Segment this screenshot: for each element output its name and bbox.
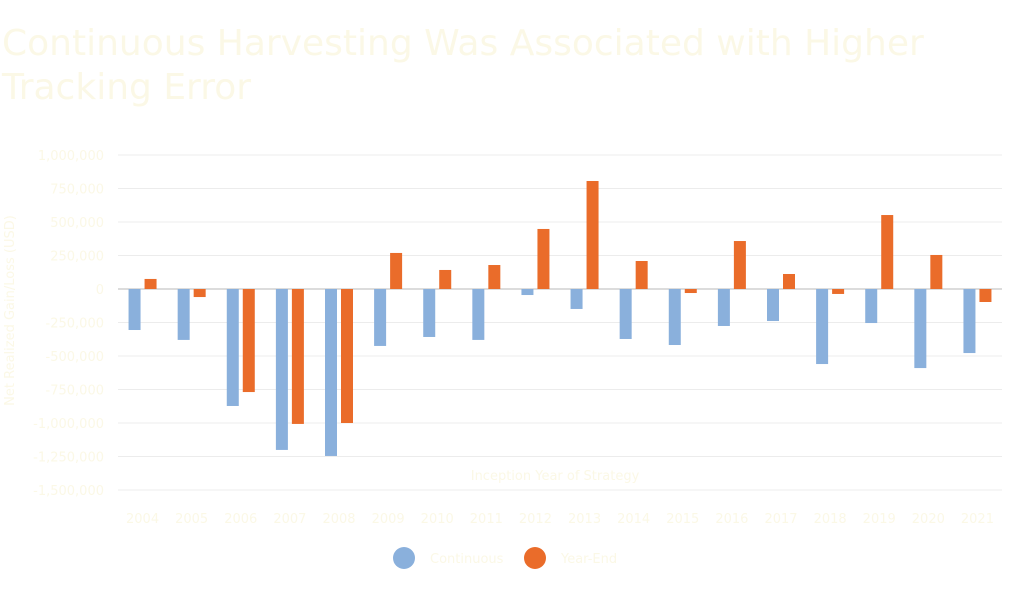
bar-year-end-2012 [537, 228, 550, 289]
legend-label: Continuous [430, 552, 504, 567]
y-tick-label: -500,000 [46, 350, 104, 365]
x-tick-label: 2019 [863, 512, 896, 527]
y-tick-label: -750,000 [46, 384, 104, 399]
x-tick-label: 2016 [715, 512, 748, 527]
x-tick-label: 2004 [126, 512, 159, 527]
bar-continuous-2009 [374, 289, 387, 346]
bar-continuous-2006 [226, 289, 239, 406]
legend-marker-continuous [393, 547, 415, 569]
x-tick-label: 2015 [666, 512, 699, 527]
bar-continuous-2011 [472, 289, 485, 340]
bar-continuous-2010 [423, 289, 436, 337]
x-tick-label: 2009 [372, 512, 405, 527]
bar-year-end-2007 [291, 289, 304, 424]
legend-marker-year-end [524, 547, 546, 569]
bar-year-end-2016 [733, 241, 746, 289]
bar-continuous-2015 [668, 289, 681, 346]
y-tick-label: -1,000,000 [33, 417, 104, 432]
x-tick-label: 2021 [961, 512, 994, 527]
bar-continuous-2008 [325, 289, 337, 456]
x-axis-title: Inception Year of Strategy [471, 469, 640, 484]
bar-continuous-2020 [914, 289, 927, 369]
legend-label: Year-End [560, 552, 617, 567]
y-tick-label: 750,000 [50, 183, 104, 198]
bar-continuous-2016 [717, 289, 730, 326]
bar-year-end-2006 [242, 289, 255, 393]
x-tick-label: 2008 [322, 512, 355, 527]
bar-year-end-2010 [439, 269, 452, 289]
x-tick-label: 2012 [519, 512, 552, 527]
x-tick-label: 2011 [470, 512, 503, 527]
bar-year-end-2020 [930, 254, 943, 289]
bar-year-end-2009 [390, 252, 403, 289]
bar-continuous-2013 [570, 289, 583, 309]
bar-year-end-2004 [144, 278, 157, 289]
y-tick-label: 0 [96, 283, 104, 298]
bar-continuous-2021 [963, 289, 976, 354]
bar-year-end-2008 [341, 289, 353, 423]
x-tick-label: 2013 [568, 512, 601, 527]
bar-year-end-2014 [635, 260, 648, 289]
x-tick-label: 2017 [764, 512, 797, 527]
y-axis-title: Net Realized Gain/Loss (USD) [3, 215, 18, 406]
x-tick-label: 2014 [617, 512, 650, 527]
bar-continuous-2007 [275, 289, 288, 450]
y-tick-label: -1,250,000 [33, 451, 104, 466]
bar-year-end-2013 [586, 180, 599, 289]
y-tick-label: 500,000 [50, 216, 104, 231]
bar-continuous-2012 [521, 289, 534, 296]
bar-continuous-2017 [767, 289, 779, 322]
x-tick-label: 2018 [814, 512, 847, 527]
bar-continuous-2005 [177, 289, 190, 340]
bar-continuous-2014 [619, 289, 632, 339]
bar-year-end-2011 [488, 265, 501, 289]
bar-year-end-2005 [193, 289, 206, 298]
bar-year-end-2015 [684, 289, 697, 294]
bar-year-end-2018 [832, 289, 845, 294]
x-tick-label: 2010 [421, 512, 454, 527]
x-tick-label: 2020 [912, 512, 945, 527]
x-tick-label: 2006 [224, 512, 257, 527]
bar-continuous-2004 [128, 289, 141, 331]
x-tick-label: 2005 [175, 512, 208, 527]
bar-continuous-2018 [816, 289, 829, 365]
y-tick-label: 250,000 [50, 250, 104, 265]
chart-title: Continuous Harvesting Was Associated wit… [2, 23, 924, 108]
bar-year-end-2017 [783, 273, 795, 289]
bar-year-end-2021 [979, 289, 992, 302]
bar-year-end-2019 [881, 215, 894, 289]
x-tick-label: 2007 [273, 512, 306, 527]
y-tick-label: -1,500,000 [33, 484, 104, 499]
bar-continuous-2019 [865, 289, 878, 324]
y-tick-label: -250,000 [46, 317, 104, 332]
y-tick-label: 1,000,000 [38, 149, 104, 164]
